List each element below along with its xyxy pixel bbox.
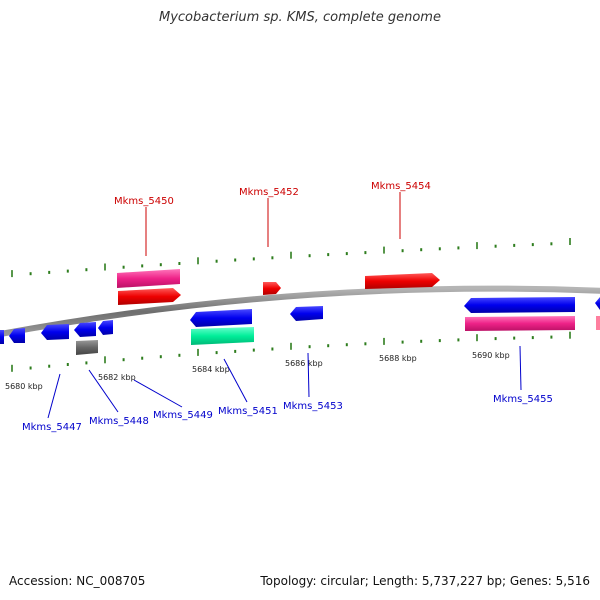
- genome-backbone: [0, 285, 600, 338]
- gene-arrow-mkms-5453[interactable]: [290, 306, 323, 321]
- gene-arrow-small-2[interactable]: [98, 320, 113, 335]
- scale-label: 5688 kbp: [379, 354, 417, 363]
- lower-tick-row: [11, 331, 571, 372]
- scale-label: 5686 kbp: [285, 359, 323, 368]
- leader-line: [47, 373, 61, 419]
- gene-arrow-left-edge[interactable]: [0, 330, 4, 344]
- gene-label-mkms-5449[interactable]: Mkms_5449: [153, 410, 213, 421]
- gene-feature-green[interactable]: [191, 327, 254, 345]
- gene-label-mkms-5450[interactable]: Mkms_5450: [114, 196, 174, 207]
- leader-line: [133, 379, 183, 408]
- gene-label-mkms-5455[interactable]: Mkms_5455: [493, 394, 553, 405]
- forward-feature-track: [117, 269, 440, 305]
- genome-summary-text: Topology: circular; Length: 5,737,227 bp…: [260, 574, 590, 588]
- gene-label-mkms-5447[interactable]: Mkms_5447: [22, 422, 82, 433]
- gene-arrow-mkms-5451[interactable]: [190, 309, 252, 327]
- gene-label-mkms-5448[interactable]: Mkms_5448: [89, 416, 149, 427]
- leader-line: [223, 358, 248, 403]
- leader-line: [519, 345, 522, 391]
- gene-arrow-mkms-5454[interactable]: [365, 273, 440, 289]
- gene-box-mkms-5449[interactable]: [76, 340, 98, 355]
- scale-labels: 5680 kbp 5682 kbp 5684 kbp 5686 kbp 5688…: [5, 351, 510, 391]
- scale-label: 5684 kbp: [192, 365, 230, 374]
- gene-label-mkms-5453[interactable]: Mkms_5453: [283, 401, 343, 412]
- scale-label: 5680 kbp: [5, 382, 43, 391]
- scale-label: 5682 kbp: [98, 373, 136, 382]
- gene-arrow-mkms-5452[interactable]: [263, 282, 281, 295]
- forward-gene-labels: Mkms_5450 Mkms_5452 Mkms_5454: [114, 181, 431, 256]
- map-title: Mycobacterium sp. KMS, complete genome: [159, 10, 441, 25]
- gene-feature-pink[interactable]: [117, 269, 180, 288]
- reverse-gene-labels: Mkms_5447 Mkms_5448 Mkms_5449 Mkms_5451 …: [22, 345, 553, 433]
- gene-label-mkms-5452[interactable]: Mkms_5452: [239, 187, 299, 198]
- gene-arrow-mkms-5448[interactable]: [74, 322, 96, 337]
- gene-feature-pink-2[interactable]: [465, 316, 575, 331]
- accession-text: Accession: NC_008705: [9, 574, 146, 588]
- gene-arrow-mkms-5450[interactable]: [118, 288, 181, 305]
- gene-arrow-mkms-5447[interactable]: [41, 324, 69, 340]
- gene-arrow-mkms-5455[interactable]: [464, 297, 575, 313]
- scale-label: 5690 kbp: [472, 351, 510, 360]
- gene-label-mkms-5454[interactable]: Mkms_5454: [371, 181, 431, 192]
- gene-label-mkms-5451[interactable]: Mkms_5451: [218, 406, 278, 417]
- upper-tick-row: [11, 238, 571, 278]
- leader-line: [88, 369, 119, 413]
- leader-line: [307, 352, 310, 398]
- gene-arrow-small-1[interactable]: [9, 328, 25, 343]
- gene-feature-right-edge[interactable]: [596, 316, 600, 330]
- reverse-feature-track: [0, 297, 600, 355]
- gene-arrow-right-edge[interactable]: [595, 297, 600, 310]
